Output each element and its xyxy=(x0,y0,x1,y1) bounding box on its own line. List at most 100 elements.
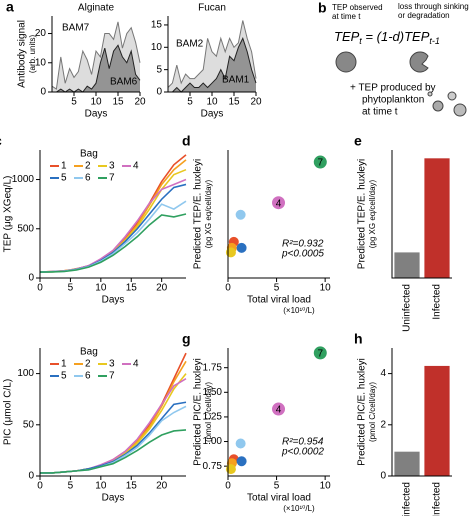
area-fill xyxy=(168,38,256,92)
legend-label: 2 xyxy=(85,359,91,370)
axis xyxy=(227,348,330,477)
x-tick-label: Uninfected xyxy=(402,284,413,332)
point-label: 4 xyxy=(276,198,282,209)
point xyxy=(236,456,247,467)
point xyxy=(225,247,236,258)
x-axis-label: Days xyxy=(102,493,125,504)
panel-label: c xyxy=(0,133,2,149)
y-axis-label: Predicted TEP/E. huxleyi xyxy=(193,159,204,269)
legend-label: 2 xyxy=(85,161,91,172)
panel-label: h xyxy=(354,331,363,347)
bar xyxy=(394,252,420,278)
small-particle xyxy=(432,100,444,112)
series-label: BAM7 xyxy=(62,23,90,34)
line xyxy=(40,378,187,474)
point-label: 7 xyxy=(318,349,324,360)
area-line xyxy=(168,37,257,93)
eq-part: = xyxy=(362,29,377,44)
legend-label: 6 xyxy=(85,371,91,382)
x-axis-units: (×10¹⁰/L) xyxy=(283,306,315,315)
y-axis-label: Predicted PIC/E. huxleyi xyxy=(357,358,368,466)
annotation: p<0.0005 xyxy=(281,249,324,260)
x-tick-label: 5 xyxy=(274,481,280,492)
x-tick-label: 0 xyxy=(37,481,43,492)
line xyxy=(39,178,187,273)
y-tick-label: 0 xyxy=(380,471,386,482)
y-tick-label: 10 xyxy=(151,42,163,53)
point xyxy=(235,438,246,449)
point xyxy=(235,209,246,220)
y-tick-label: 50 xyxy=(23,419,35,430)
axis xyxy=(167,16,256,93)
small-particle xyxy=(427,91,433,97)
panel-label: b xyxy=(318,0,327,16)
equation: TEPt = (1-d)TEPt-1 xyxy=(334,29,440,46)
diagram-text: at time t xyxy=(332,12,361,21)
series-label: BAM1 xyxy=(222,75,250,86)
x-tick-label: 0 xyxy=(225,481,231,492)
small-particle xyxy=(447,91,457,101)
y-tick-label: 1.50 xyxy=(203,387,223,398)
y-tick-label: 4 xyxy=(380,368,386,379)
y-axis-units: (arb. units) xyxy=(28,35,37,74)
x-tick-label: 5 xyxy=(187,97,193,108)
point-label: 4 xyxy=(276,405,282,416)
panel-label: g xyxy=(182,331,191,347)
legend-title: Bag xyxy=(80,149,98,160)
y-tick-label: 1000 xyxy=(12,174,35,185)
axis xyxy=(391,150,452,279)
y-axis-units: (pmol C/cell/day) xyxy=(204,382,213,442)
x-tick-label: 5 xyxy=(274,283,280,294)
panel-label: d xyxy=(182,133,191,149)
y-tick-label: 20 xyxy=(35,28,47,39)
panel-label: e xyxy=(354,133,362,149)
x-tick-label: 10 xyxy=(95,481,107,492)
diagram-text: loss through sinking xyxy=(398,2,469,11)
chart-title: Alginate xyxy=(78,3,115,14)
x-tick-label: 5 xyxy=(68,481,74,492)
legend-title: Bag xyxy=(80,347,98,358)
x-axis-units: (×10¹⁰/L) xyxy=(283,504,315,513)
legend-label: 7 xyxy=(109,173,115,184)
y-axis-units: (pg XG eq/cell/day) xyxy=(204,179,213,248)
y-tick-label: 0 xyxy=(28,273,34,284)
point-label: 7 xyxy=(318,158,324,169)
y-tick-label: 100 xyxy=(17,368,34,379)
diagram-text: TEP observed xyxy=(332,3,383,12)
legend-label: 5 xyxy=(61,371,67,382)
eq-part: t-1 xyxy=(429,36,440,46)
line xyxy=(40,429,187,474)
series-label: BAM2 xyxy=(176,39,204,50)
y-tick-label: 15 xyxy=(151,20,163,31)
eq-part: TEP xyxy=(334,29,360,44)
y-axis-label: Predicted TEP/E. huxleyi xyxy=(357,159,368,269)
legend-label: 3 xyxy=(109,359,115,370)
x-tick-label: 15 xyxy=(126,283,138,294)
y-tick-label: 0 xyxy=(40,87,46,98)
legend-label: 6 xyxy=(85,173,91,184)
point xyxy=(236,242,247,253)
y-tick-label: 2 xyxy=(380,419,386,430)
y-axis-label: PIC (μmol C/L) xyxy=(3,379,14,445)
annotation: p<0.0002 xyxy=(281,447,324,458)
x-tick-label: Infected xyxy=(432,482,443,516)
legend-label: 4 xyxy=(133,161,139,172)
x-tick-label: 10 xyxy=(95,283,107,294)
line xyxy=(39,213,187,273)
area-line xyxy=(51,21,141,90)
small-particle xyxy=(453,103,467,117)
line xyxy=(39,168,187,273)
annotation: R²=0.932 xyxy=(282,239,324,250)
bar xyxy=(424,158,450,278)
panel-label: a xyxy=(6,0,14,15)
line xyxy=(39,200,187,273)
axis xyxy=(39,150,186,279)
point xyxy=(271,195,287,211)
axis xyxy=(39,348,186,477)
y-tick-label: 0.75 xyxy=(203,461,223,472)
x-tick-label: 10 xyxy=(206,97,218,108)
point xyxy=(225,464,236,475)
x-tick-label: 20 xyxy=(134,97,146,108)
bar xyxy=(394,451,420,476)
eq-part: (1-d)TEP xyxy=(377,29,430,44)
